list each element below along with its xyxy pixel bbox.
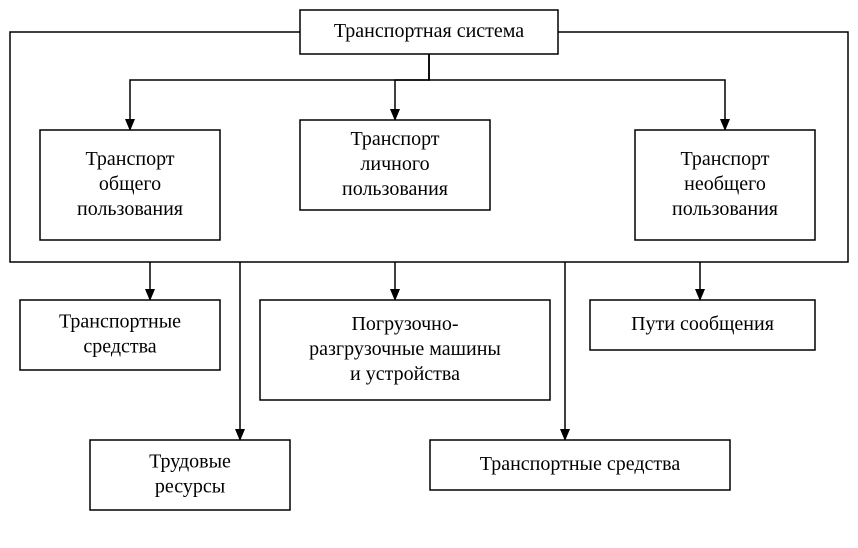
- transport-system-diagram: Транспортная система Транспортобщегопольз…: [0, 0, 858, 548]
- node-t1: Транспортобщегопользования: [40, 130, 220, 240]
- edge-root-bottom-t2-top: [395, 54, 429, 120]
- node-t3: Транспортнеобщегопользования: [635, 130, 815, 240]
- node-root: Транспортная система: [300, 10, 558, 54]
- node-label-b3: Пути сообщения: [631, 313, 774, 335]
- node-label-root: Транспортная система: [334, 20, 524, 42]
- node-label-t3: Транспортнеобщегопользования: [672, 148, 778, 220]
- node-b2: Погрузочно-разгрузочные машиныи устройст…: [260, 300, 550, 400]
- node-c2: Транспортные средства: [430, 440, 730, 490]
- edge-root-bottom-t1-top: [130, 54, 429, 130]
- edge-root-bottom-t3-top: [429, 54, 725, 130]
- nodes: Транспортная система Транспортобщегопольз…: [20, 10, 815, 510]
- node-b3: Пути сообщения: [590, 300, 815, 350]
- node-label-c2: Транспортные средства: [480, 453, 681, 475]
- node-c1: Трудовыересурсы: [90, 440, 290, 510]
- node-b1: Транспортныесредства: [20, 300, 220, 370]
- node-t2: Транспортличногопользования: [300, 120, 490, 210]
